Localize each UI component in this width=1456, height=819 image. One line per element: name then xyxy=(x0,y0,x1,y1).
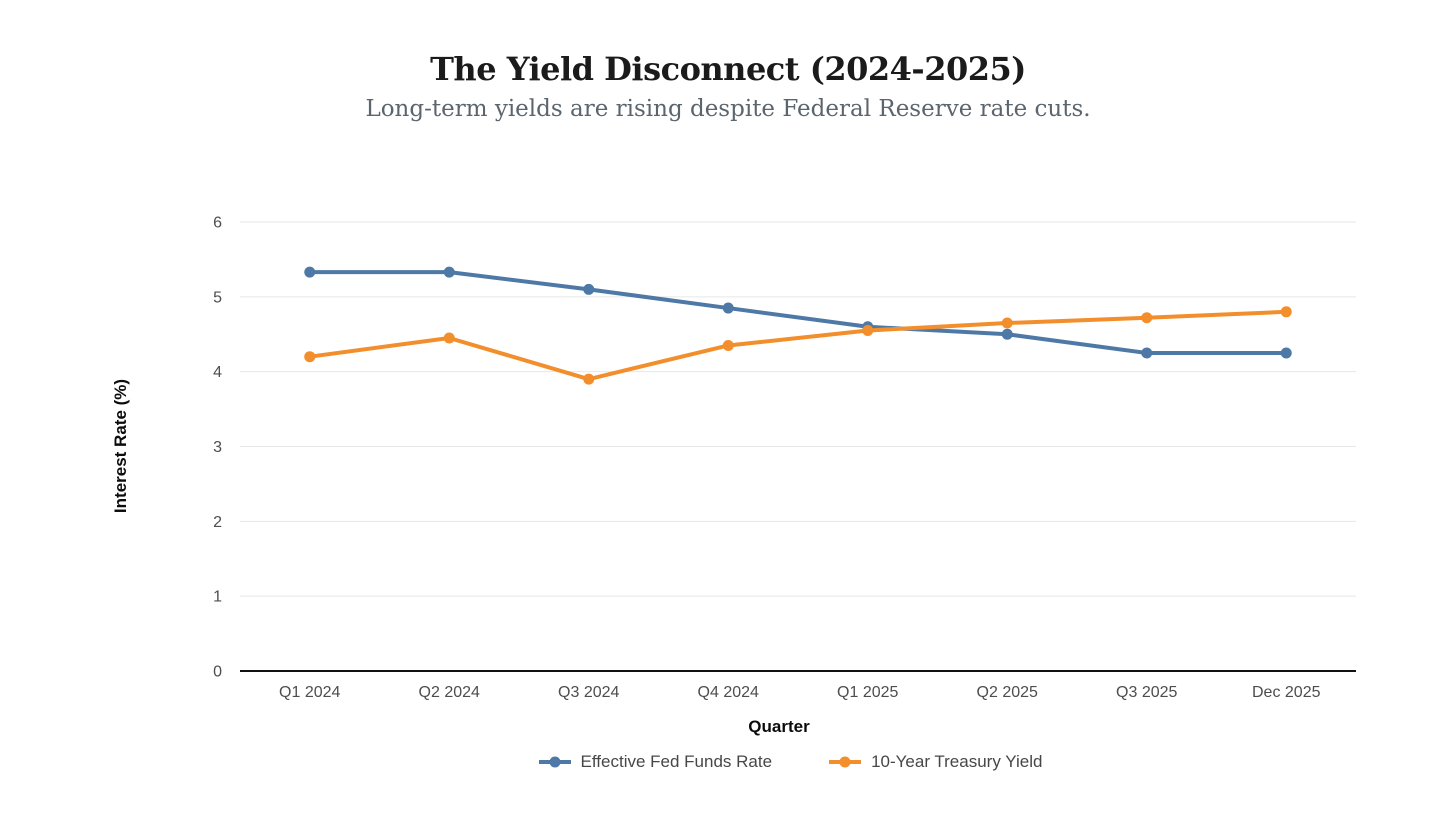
data-point-marker xyxy=(443,266,455,278)
x-tick-label: Q2 2025 xyxy=(977,684,1038,701)
line-marker-icon xyxy=(829,756,862,768)
data-point-marker xyxy=(1001,328,1013,340)
data-point-marker xyxy=(1141,312,1153,324)
chart-title: The Yield Disconnect (2024-2025) xyxy=(430,50,1026,88)
x-tick-label: Q3 2024 xyxy=(558,684,619,701)
series-line-1 xyxy=(307,309,1289,382)
data-point-marker xyxy=(722,302,734,314)
y-tick-label: 2 xyxy=(213,514,222,531)
data-point-marker xyxy=(304,351,316,363)
data-point-marker xyxy=(443,332,455,344)
x-tick-label: Q4 2024 xyxy=(698,684,759,701)
y-tick-label: 3 xyxy=(213,439,222,456)
chart-subtitle: Long-term yields are rising despite Fede… xyxy=(365,96,1091,122)
y-tick-label: 5 xyxy=(213,289,222,306)
y-tick-label: 1 xyxy=(213,589,222,606)
x-axis-title: Quarter xyxy=(748,717,810,736)
data-point-marker xyxy=(1001,317,1013,329)
data-point-marker xyxy=(1280,306,1292,318)
data-point-marker xyxy=(583,283,595,295)
y-tick-label: 6 xyxy=(213,215,222,232)
y-tick-label: 4 xyxy=(213,364,222,381)
x-tick-label: Dec 2025 xyxy=(1252,684,1321,701)
x-tick-label: Q1 2025 xyxy=(837,684,898,701)
legend-label: 10-Year Treasury Yield xyxy=(871,752,1043,771)
y-axis-title-text: Interest Rate (%) xyxy=(111,378,130,514)
data-point-marker xyxy=(304,266,316,278)
line-marker-icon xyxy=(538,756,571,768)
x-tick-label: Q1 2024 xyxy=(279,684,340,701)
data-point-marker xyxy=(1280,347,1292,359)
data-point-marker xyxy=(583,373,595,385)
x-tick-label: Q2 2024 xyxy=(419,684,480,701)
data-point-marker xyxy=(862,325,874,337)
x-tick-label: Q3 2025 xyxy=(1116,684,1177,701)
legend-item-fed-funds: Effective Fed Funds Rate xyxy=(538,752,773,772)
data-point-marker xyxy=(722,339,734,351)
legend-label: Effective Fed Funds Rate xyxy=(580,752,773,771)
series-line-0 xyxy=(307,270,1289,355)
legend-item-treasury-yield: 10-Year Treasury Yield xyxy=(828,752,1042,772)
y-tick-label: 0 xyxy=(213,664,222,681)
chart-legend: Effective Fed Funds Rate 10-Year Treasur… xyxy=(240,752,1340,772)
data-point-marker xyxy=(1141,347,1153,359)
